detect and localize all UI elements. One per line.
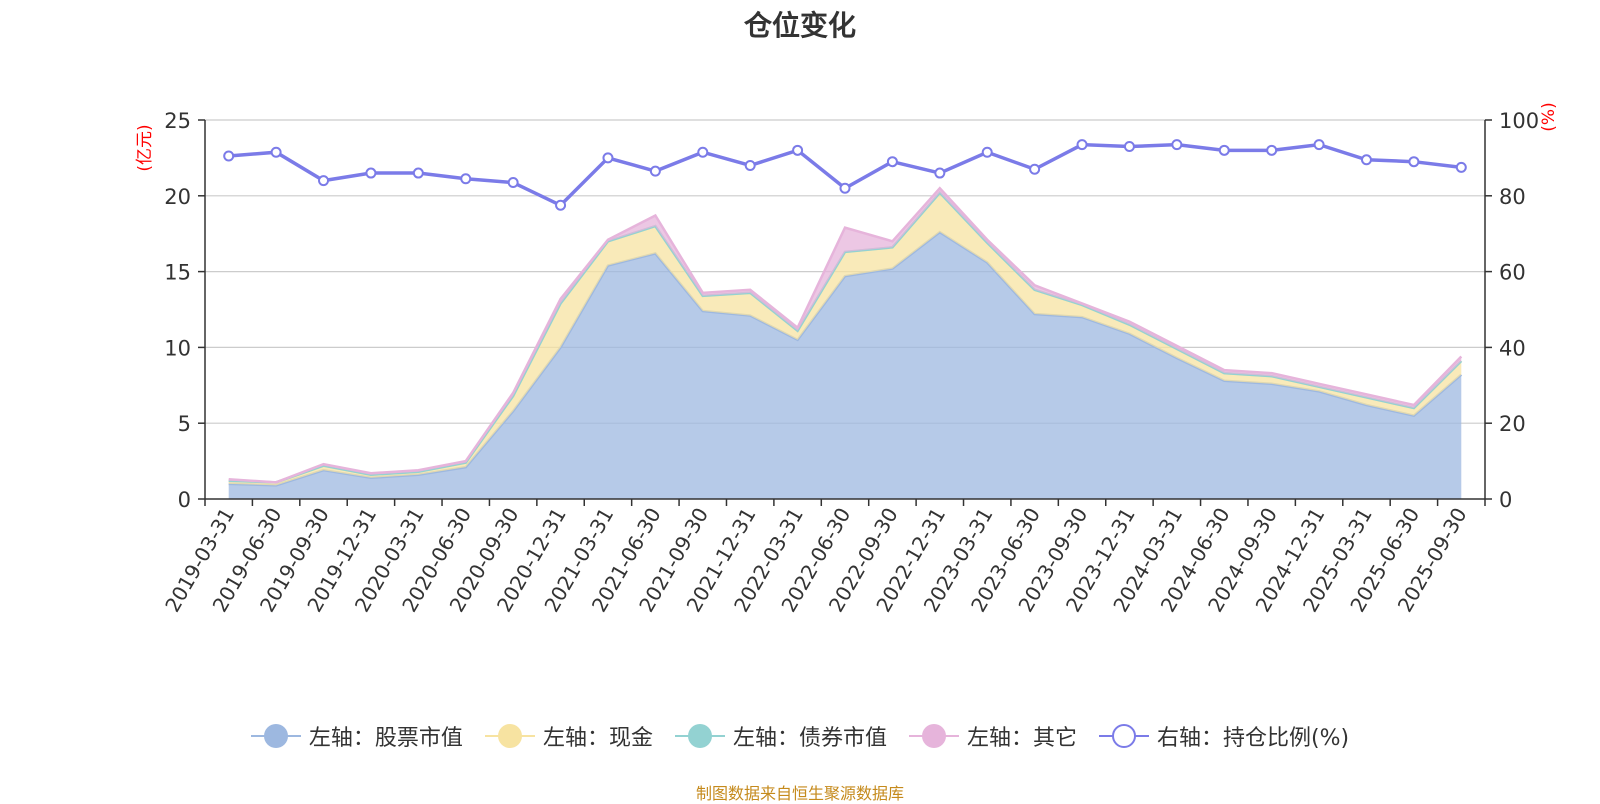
left-tick-label: 20: [164, 185, 191, 209]
left-tick-label: 5: [178, 412, 191, 436]
position-ratio-point: [460, 173, 472, 185]
right-axis-unit: (%): [1539, 102, 1559, 131]
position-ratio-point: [839, 182, 851, 194]
position-ratio-point: [1313, 139, 1325, 151]
right-tick-label: 20: [1499, 412, 1526, 436]
right-tick-label: 100: [1499, 109, 1539, 133]
position-ratio-point: [1171, 139, 1183, 151]
position-ratio-point: [1408, 156, 1420, 168]
right-tick-label: 60: [1499, 261, 1526, 285]
right-tick-label: 40: [1499, 336, 1526, 360]
position-ratio-point: [555, 199, 567, 211]
position-ratio-point: [507, 177, 519, 189]
position-ratio-point: [792, 144, 804, 156]
position-ratio-point: [1123, 141, 1135, 153]
legend-dot: [497, 724, 522, 748]
position-ratio-point: [697, 146, 709, 158]
legend-item-position-ratio[interactable]: 右轴：持仓比例(%): [1098, 720, 1350, 752]
area-左轴：股票市值: [228, 232, 1462, 499]
left-tick-label: 0: [178, 488, 191, 512]
position-ratio-point: [1266, 144, 1278, 156]
right-tick-label: 80: [1499, 185, 1526, 209]
area-edge-左轴：其它: [228, 186, 1463, 484]
position-ratio-point: [412, 167, 424, 179]
position-ratio-point: [886, 156, 898, 168]
position-ratio-point: [1455, 161, 1467, 173]
stock-value-legend-icon: [250, 724, 301, 748]
position-ratio-point: [649, 165, 661, 177]
position-ratio-point: [318, 175, 330, 187]
position-ratio-point: [270, 146, 282, 158]
right-tick-label: 0: [1499, 488, 1512, 512]
position-ratio-point: [981, 146, 993, 158]
position-ratio-point: [1076, 139, 1088, 151]
legend-dot: [921, 724, 946, 748]
position-ratio-point: [744, 159, 756, 171]
position-ratio-point: [1029, 163, 1041, 175]
position-ratio-point: [223, 150, 235, 162]
legend-item-bond-value[interactable]: 左轴：债券市值: [674, 720, 887, 752]
position-ratio-point: [602, 152, 614, 164]
position-ratio-legend-icon: [1098, 724, 1149, 748]
legend-item-other[interactable]: 左轴：其它: [908, 720, 1077, 752]
legend-label: 右轴：持仓比例(%): [1156, 726, 1350, 751]
left-tick-label: 25: [164, 109, 191, 133]
left-tick-label: 15: [164, 261, 191, 285]
position-ratio-point: [934, 167, 946, 179]
legend-label: 左轴：现金: [542, 726, 653, 751]
legend-label: 左轴：债券市值: [732, 726, 887, 751]
chart-title: 仓位变化: [743, 9, 856, 42]
legend-dot: [263, 724, 288, 748]
legend-dot: [1111, 724, 1136, 748]
position-ratio-point: [365, 167, 377, 179]
position-ratio-point: [1218, 144, 1230, 156]
position-ratio-point: [1360, 154, 1372, 166]
legend-item-stock-value[interactable]: 左轴：股票市值: [250, 720, 463, 752]
data-source-note: 制图数据来自恒生聚源数据库: [695, 784, 904, 803]
cash-legend-icon: [484, 724, 535, 748]
legend-label: 左轴：其它: [966, 726, 1077, 751]
legend-item-cash[interactable]: 左轴：现金: [484, 720, 653, 752]
legend-dot: [687, 724, 712, 748]
left-tick-label: 10: [164, 336, 191, 360]
legend: 左轴：股票市值 左轴：现金 左轴：债券市值 左轴：其它 右轴：持仓比例(%): [0, 720, 1600, 752]
left-axis-unit: (亿元): [135, 124, 155, 171]
bond-value-legend-icon: [674, 724, 725, 748]
legend-label: 左轴：股票市值: [308, 726, 463, 751]
area-左轴：其它: [228, 188, 1462, 483]
other-legend-icon: [908, 724, 959, 748]
